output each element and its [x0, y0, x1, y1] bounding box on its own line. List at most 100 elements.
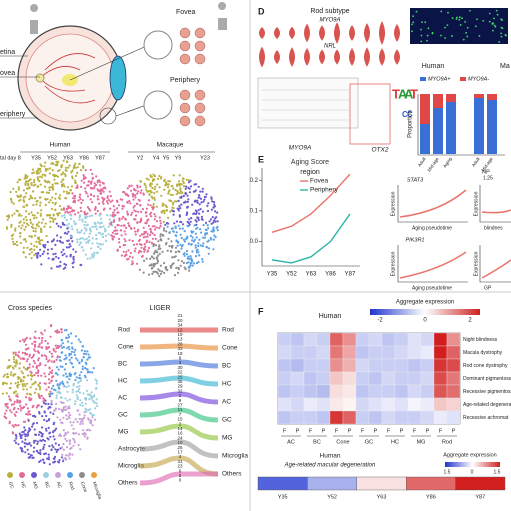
label: Fovea	[176, 9, 196, 16]
dot	[468, 9, 471, 12]
cell-dot	[123, 255, 126, 258]
violin	[364, 47, 370, 67]
cell-dot	[64, 432, 67, 435]
cell-dot	[62, 346, 65, 349]
cell-dot	[102, 190, 105, 193]
cell-dot	[199, 197, 203, 200]
cell-dot	[74, 174, 78, 177]
cell-dot	[62, 401, 65, 404]
cell-dot	[30, 257, 33, 260]
cell-dot	[36, 450, 39, 453]
cell-dot	[181, 180, 184, 183]
cell-dot	[183, 240, 186, 243]
cell-dot	[203, 198, 206, 201]
cell-dot	[176, 244, 179, 247]
cell-dot	[204, 228, 207, 231]
cell-dot	[50, 448, 53, 452]
cell-dot	[167, 222, 170, 225]
cell-dot	[41, 415, 44, 418]
cell-dot	[87, 409, 90, 412]
heatmap-cell	[355, 397, 370, 412]
cell-dot	[26, 434, 29, 437]
heatmap-cell	[433, 384, 448, 399]
cell-dot	[51, 258, 54, 261]
label: NRL	[324, 44, 336, 50]
cell-dot	[166, 225, 169, 228]
cell-dot	[25, 353, 28, 356]
label: tal day 8	[0, 155, 21, 161]
cell-dot	[14, 433, 17, 436]
label: 2	[179, 421, 182, 426]
cell-dot	[161, 250, 164, 253]
cell-dot	[86, 206, 89, 209]
cell-dot	[177, 209, 180, 212]
series-line	[271, 213, 351, 264]
cell-dot	[25, 360, 28, 363]
cell-dot	[89, 411, 92, 414]
cell-dot	[84, 407, 87, 411]
cell-dot	[33, 244, 36, 247]
cell-dot	[76, 171, 79, 174]
cell-dot	[101, 235, 105, 239]
cell-dot	[78, 361, 81, 364]
cell-dot	[86, 184, 89, 187]
cell-dot	[96, 209, 99, 213]
cell-dot	[207, 247, 211, 250]
cell-dot	[14, 382, 17, 385]
cell-dot	[33, 439, 36, 442]
cell-dot	[53, 421, 56, 424]
dot	[411, 30, 414, 33]
cell-dot	[70, 225, 73, 228]
cell-dot	[76, 166, 79, 169]
cell-dot	[46, 342, 50, 345]
cell-dot	[153, 265, 156, 268]
cell-dot	[80, 229, 83, 232]
cell-dot	[19, 400, 22, 403]
heatmap-cell	[355, 371, 370, 386]
cell-dot	[201, 244, 204, 248]
cell-dot	[122, 190, 125, 194]
heatmap-cell	[355, 332, 370, 347]
cell-dot	[206, 204, 209, 207]
heatmap-cell	[290, 332, 305, 347]
cell-dot	[67, 411, 70, 414]
heatmap-cell	[277, 345, 292, 360]
cell-dot	[14, 229, 17, 232]
cell-dot	[25, 403, 28, 406]
cell-dot	[69, 210, 72, 213]
cell-dot	[87, 356, 90, 359]
cell-dot	[102, 225, 105, 228]
cell-dot	[156, 258, 159, 261]
cell-dot	[47, 180, 50, 183]
cell-dot	[131, 256, 134, 259]
cell-dot	[82, 352, 86, 355]
cell-dot	[193, 224, 196, 227]
alluvial-band	[139, 359, 219, 369]
cell-dot	[74, 372, 77, 375]
cell-dot	[76, 184, 79, 187]
cell-dot	[200, 201, 203, 204]
cell-dot	[186, 205, 189, 208]
cell-dot	[194, 199, 197, 202]
legend-dot	[43, 472, 49, 478]
dot	[431, 32, 434, 35]
cell-dot	[49, 199, 52, 202]
cell-dot	[61, 365, 64, 368]
cell-dot	[43, 225, 46, 228]
cell-dot	[29, 386, 32, 389]
cell-dot	[37, 369, 40, 372]
dot	[426, 34, 429, 37]
cell-dot	[63, 216, 66, 219]
cell-dot	[48, 172, 51, 175]
dot	[492, 23, 494, 25]
tsne-cluster	[1, 324, 99, 466]
pseudotime-plots	[397, 185, 511, 283]
cell-dot	[174, 251, 177, 254]
cell-dot	[187, 186, 190, 189]
cell-dot	[9, 382, 13, 385]
cell-dot	[70, 424, 73, 427]
cell-dot	[202, 200, 205, 203]
cell-dot	[121, 207, 124, 210]
cell-dot	[155, 205, 158, 208]
dot	[451, 35, 453, 37]
